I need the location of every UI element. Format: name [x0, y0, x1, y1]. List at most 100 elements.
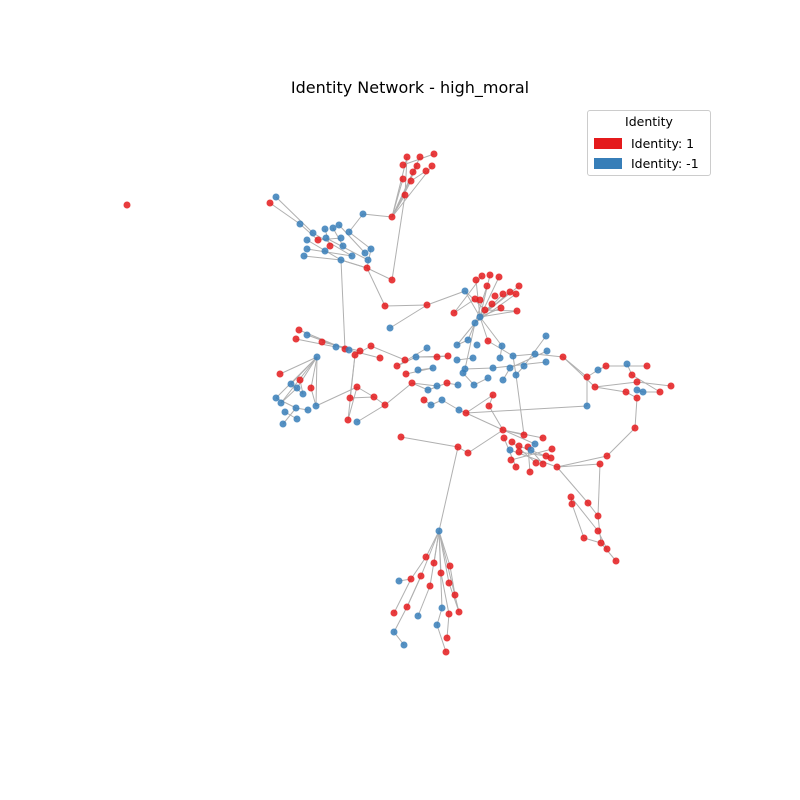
node-identity-neg1 — [337, 256, 345, 264]
node-identity-neg1 — [345, 346, 353, 354]
node-identity-1 — [401, 356, 409, 364]
network-edge — [594, 386, 627, 393]
node-identity-1 — [376, 354, 384, 362]
node-identity-1 — [547, 454, 555, 462]
node-identity-neg1 — [527, 446, 535, 454]
network-edge — [464, 367, 494, 370]
node-identity-1 — [622, 388, 630, 396]
network-edge — [515, 374, 525, 436]
node-identity-1 — [402, 370, 410, 378]
network-edge — [464, 290, 481, 318]
node-identity-neg1 — [455, 406, 463, 414]
node-identity-neg1 — [454, 381, 462, 389]
node-identity-neg1 — [367, 245, 375, 253]
network-edge — [299, 223, 319, 241]
network-edge — [571, 503, 585, 539]
node-identity-1 — [513, 307, 521, 315]
node-identity-neg1 — [292, 404, 300, 412]
node-identity-1 — [478, 272, 486, 280]
node-identity-1 — [499, 426, 507, 434]
node-identity-1 — [656, 388, 664, 396]
node-identity-neg1 — [498, 342, 506, 350]
network-edge — [366, 267, 386, 307]
node-identity-1 — [488, 300, 496, 308]
legend-title: Identity — [625, 114, 673, 129]
node-identity-1 — [484, 337, 492, 345]
node-identity-1 — [445, 579, 453, 587]
node-identity-neg1 — [469, 354, 477, 362]
node-identity-neg1 — [414, 366, 422, 374]
node-identity-1 — [430, 150, 438, 158]
network-edge — [465, 412, 504, 431]
network-edge — [467, 429, 504, 454]
network-edge — [356, 404, 386, 423]
legend: Identity Identity: 1 Identity: -1 — [587, 110, 711, 176]
node-identity-neg1 — [461, 287, 469, 295]
legend-label: Identity: 1 — [631, 135, 695, 151]
node-identity-1 — [667, 382, 675, 390]
node-identity-neg1 — [303, 331, 311, 339]
node-identity-1 — [597, 539, 605, 547]
network-edge — [275, 397, 297, 409]
node-identity-1 — [594, 527, 602, 535]
network-edge — [280, 387, 298, 404]
node-identity-neg1 — [390, 628, 398, 636]
network-edge — [411, 382, 438, 387]
node-identity-neg1 — [424, 386, 432, 394]
node-identity-1 — [407, 575, 415, 583]
node-identity-1 — [399, 175, 407, 183]
network-edge — [317, 237, 342, 241]
node-identity-1 — [507, 456, 515, 464]
node-identity-1 — [472, 276, 480, 284]
network-edge — [556, 463, 601, 468]
node-identity-1 — [407, 177, 415, 185]
network-edge — [321, 341, 361, 352]
network-edge — [426, 290, 466, 306]
network-edge — [562, 356, 596, 388]
network-edge — [465, 405, 588, 414]
node-identity-1 — [445, 610, 453, 618]
node-identity-1 — [515, 442, 523, 450]
network-edge — [269, 202, 301, 225]
node-identity-1 — [420, 396, 428, 404]
node-identity-1 — [442, 648, 450, 656]
network-edge — [347, 386, 358, 421]
node-identity-1 — [428, 162, 436, 170]
node-identity-neg1 — [470, 381, 478, 389]
node-identity-1 — [485, 402, 493, 410]
node-identity-1 — [423, 301, 431, 309]
network-edge — [275, 196, 314, 234]
network-edge — [306, 248, 353, 257]
network-edge — [429, 530, 440, 587]
network-edge — [534, 353, 564, 358]
node-identity-neg1 — [531, 350, 539, 358]
node-identity-1 — [596, 460, 604, 468]
node-identity-1 — [512, 290, 520, 298]
node-identity-neg1 — [433, 382, 441, 390]
node-identity-neg1 — [348, 252, 356, 260]
node-identity-neg1 — [639, 388, 647, 396]
network-edge — [606, 427, 636, 457]
node-identity-1 — [123, 201, 131, 209]
legend-label: Identity: -1 — [631, 155, 699, 171]
node-identity-1 — [292, 335, 300, 343]
network-edge — [396, 347, 428, 367]
node-identity-neg1 — [427, 401, 435, 409]
network-edge — [465, 394, 494, 414]
node-identity-1 — [512, 463, 520, 471]
network-edge — [453, 298, 476, 314]
network-edge — [384, 304, 428, 307]
node-identity-1 — [318, 338, 326, 346]
node-identity-1 — [443, 379, 451, 387]
node-identity-1 — [388, 213, 396, 221]
network-edge — [340, 259, 346, 350]
node-identity-1 — [353, 383, 361, 391]
node-identity-1 — [464, 449, 472, 457]
node-identity-neg1 — [304, 406, 312, 414]
network-edge — [438, 530, 460, 613]
node-identity-neg1 — [496, 354, 504, 362]
network-edge — [410, 556, 427, 580]
node-identity-1 — [399, 161, 407, 169]
node-identity-1 — [539, 460, 547, 468]
